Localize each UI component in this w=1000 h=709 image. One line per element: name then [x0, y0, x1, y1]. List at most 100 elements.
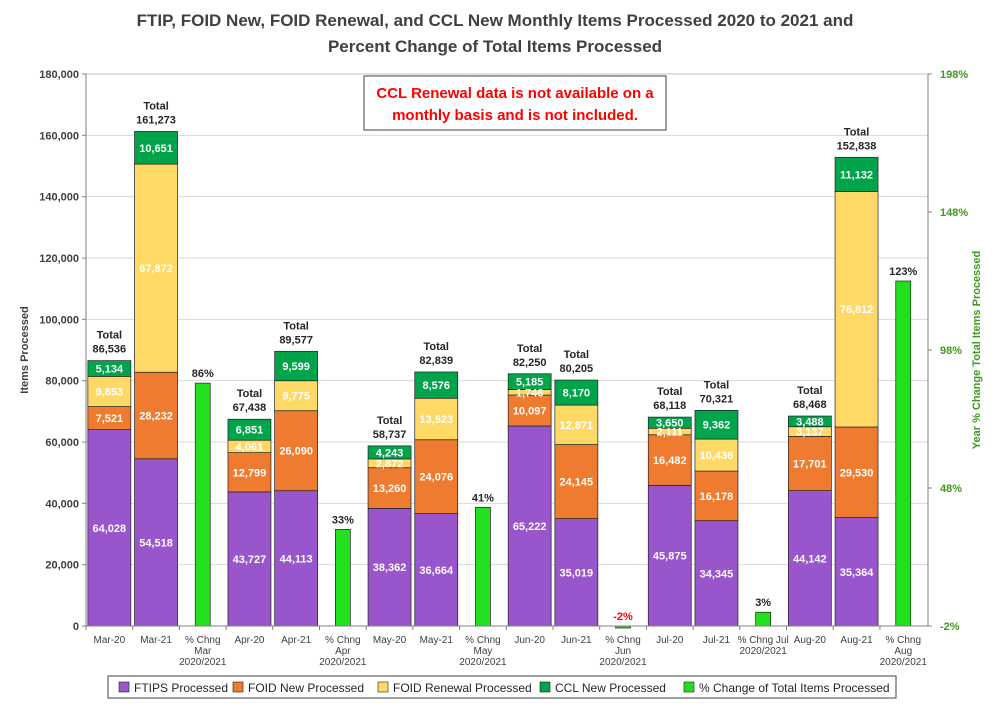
x-tick-label: Jun: [615, 646, 631, 657]
bar-segment-ccl-new: [274, 350, 318, 382]
total-word-label: Total: [143, 100, 168, 112]
bar-segment-ccl-new: [834, 156, 879, 192]
total-word-label: Total: [564, 349, 589, 361]
x-tick-label: % Chng: [325, 635, 361, 646]
bar-segment-ccl-new: [87, 360, 132, 377]
total-value-label: 152,838: [837, 140, 877, 152]
x-tick-label: % Chng: [465, 635, 501, 646]
y-tick-label: 140,000: [39, 192, 79, 204]
bar-segment-ftip: [274, 490, 318, 627]
total-word-label: Total: [657, 386, 682, 398]
total-word-label: Total: [377, 415, 402, 427]
x-tick-label: Jun-20: [514, 635, 545, 646]
data-label-foid-renewal: 76,812: [840, 304, 874, 316]
x-tick-label: 2020/2021: [740, 646, 788, 657]
bar-segment-ccl-new: [414, 371, 459, 399]
total-value-label: 68,118: [653, 400, 686, 412]
pct-change-bar: [895, 280, 912, 627]
legend-label-ftip: FTIPS Processed: [134, 681, 228, 695]
bar-segment-ftip: [507, 425, 552, 627]
data-label-foid-new: 26,090: [279, 446, 313, 458]
data-label-foid-renewal: 1,746: [516, 387, 544, 399]
total-word-label: Total: [844, 126, 869, 138]
legend-label-pct-change: % Change of Total Items Processed: [699, 681, 890, 695]
legend-swatch-ccl-new: [539, 681, 551, 693]
y-axis-title-left: Items Processed: [19, 306, 31, 393]
data-label-foid-new: 16,482: [653, 455, 687, 467]
x-tick-label: 2020/2021: [880, 657, 928, 668]
x-tick-label: Apr-20: [234, 635, 264, 646]
bar-segment-foid-new: [227, 452, 272, 493]
data-label-foid-renewal: 12,871: [560, 420, 594, 432]
x-tick-label: 2020/2021: [319, 657, 367, 668]
bar-segment-ftip: [834, 517, 879, 627]
data-label-foid-new: 28,232: [139, 411, 173, 423]
x-tick-label: Jul-21: [703, 635, 731, 646]
data-label-foid-new: 10,097: [513, 406, 547, 418]
legend: FTIPS Processed FOID New Processed FOID Re…: [107, 675, 897, 699]
legend-swatch-foid-renewal: [377, 681, 389, 693]
data-label-ccl-new: 6,851: [236, 425, 264, 437]
total-value-label: 82,839: [419, 355, 453, 367]
x-tick-label: Jun-21: [561, 635, 592, 646]
legend-label-ccl-new: CCL New Processed: [555, 681, 666, 695]
bar-segment-foid-renewal: [694, 438, 739, 472]
bar-segment-ccl-new: [694, 409, 739, 440]
legend-swatch-pct-change: [683, 681, 695, 693]
legend-swatch-foid-new: [232, 681, 244, 693]
bar-segment-foid-new: [134, 371, 178, 460]
total-value-label: 86,536: [93, 344, 127, 356]
y2-tick-label: -2%: [940, 621, 960, 633]
bar-segment-foid-renewal: [834, 191, 879, 428]
pct-change-bar: [194, 382, 211, 627]
pct-change-label: 41%: [472, 492, 494, 504]
bar-segment-foid-new: [694, 470, 739, 522]
x-tick-label: % Chng Jul: [738, 635, 789, 646]
bar-segment-foid-new: [647, 434, 692, 486]
data-labels: 64,028 7,521 9,853 5,134 54,518 28,232 67,872 1…: [93, 100, 918, 623]
data-label-ftip: 65,222: [513, 521, 547, 533]
data-label-foid-new: 29,530: [840, 467, 874, 479]
data-label-ftip: 43,727: [233, 554, 267, 566]
legend-box: [107, 675, 897, 699]
data-label-ccl-new: 5,134: [96, 363, 124, 375]
bar-segment-foid-new: [554, 444, 599, 519]
bar-segment-ccl-new: [554, 379, 599, 406]
y-tick-label: 180,000: [39, 69, 79, 81]
chart-title-line-2: Percent Change of Total Items Processed: [328, 37, 662, 56]
total-word-label: Total: [283, 320, 308, 332]
pct-change-bar: [475, 506, 491, 627]
data-label-ccl-new: 3,650: [656, 418, 684, 430]
pct-change-label: 3%: [755, 597, 771, 609]
x-tick-label: % Chng: [605, 635, 641, 646]
data-label-foid-renewal: 2,872: [376, 458, 404, 470]
bar-segment-foid-renewal: [274, 380, 318, 412]
bar-segment-ftip: [647, 484, 692, 627]
bar-segment-foid-new: [367, 467, 412, 509]
x-tick-label: 2020/2021: [599, 657, 647, 668]
total-value-label: 161,273: [136, 114, 176, 126]
y-tick-label: 0: [73, 621, 79, 633]
bar-segment-ftip: [554, 518, 599, 627]
data-label-foid-new: 24,145: [560, 477, 594, 489]
total-value-label: 80,205: [560, 363, 594, 375]
data-label-ftip: 44,142: [793, 553, 827, 565]
data-label-foid-new: 16,178: [700, 491, 734, 503]
x-tick-label: 2020/2021: [179, 657, 227, 668]
legend-label-foid-new: FOID New Processed: [248, 681, 364, 695]
pct-change-bar: [755, 611, 772, 627]
x-tick-label: % Chng: [885, 635, 921, 646]
data-label-foid-new: 24,076: [419, 472, 453, 484]
pct-change-bar: [335, 529, 351, 627]
note-box: [363, 75, 667, 131]
bar-segment-ccl-new: [787, 415, 832, 428]
data-label-foid-new: 17,701: [793, 458, 827, 470]
total-value-label: 67,438: [233, 402, 267, 414]
data-label-foid-renewal: 10,436: [700, 450, 734, 462]
data-label-ftip: 54,518: [139, 537, 173, 549]
data-label-ccl-new: 10,651: [139, 143, 173, 155]
data-label-ftip: 35,364: [840, 567, 875, 579]
total-value-label: 58,737: [373, 429, 407, 441]
data-label-ccl-new: 8,576: [422, 380, 450, 392]
axes: 0 20,000 40,000 60,000 80,000 100,000 120,000 1…: [39, 69, 968, 668]
